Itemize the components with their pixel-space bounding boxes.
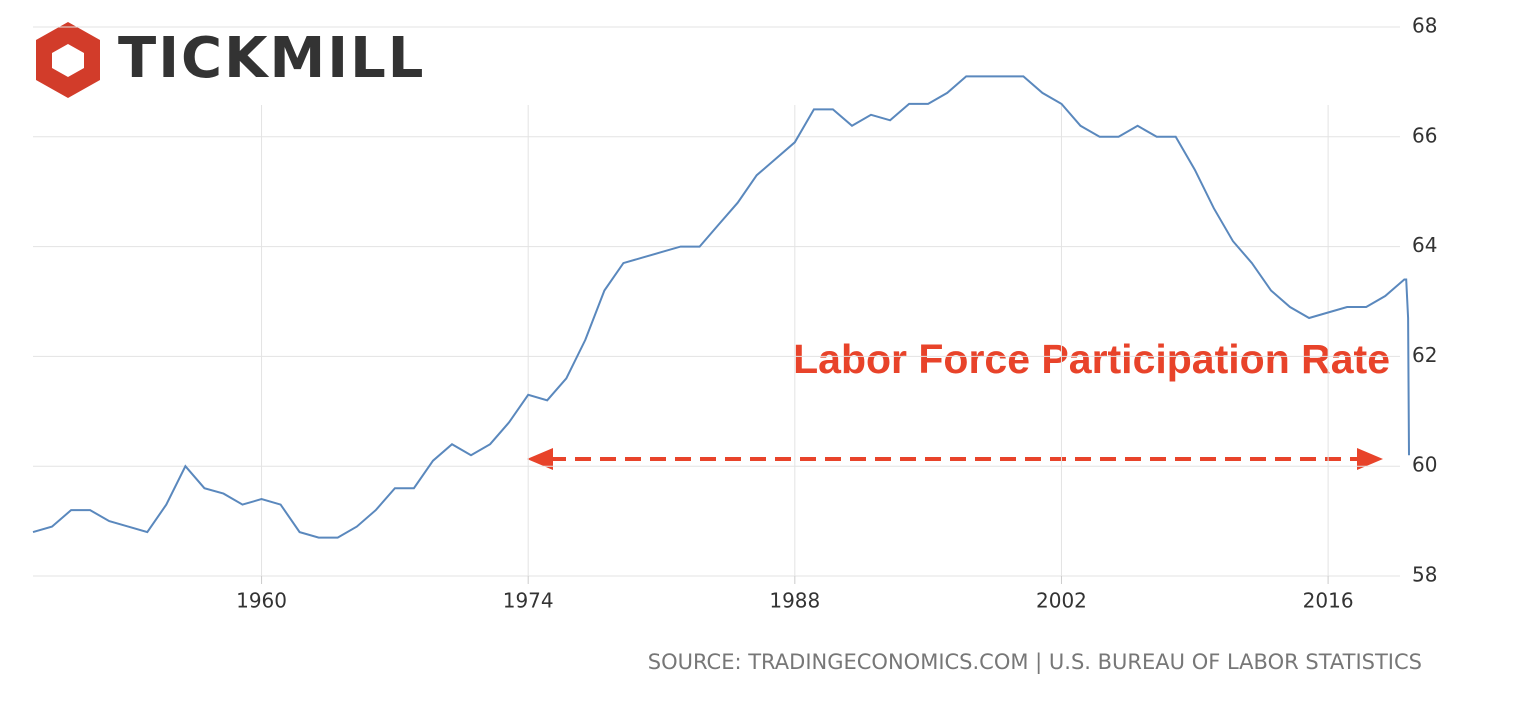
x-tick-label: 1988 — [769, 589, 820, 613]
y-tick-label: 64 — [1412, 233, 1437, 257]
annotation: Labor Force Participation Rate — [793, 336, 1390, 382]
x-tick-label: 2016 — [1303, 589, 1354, 613]
y-tick-label: 58 — [1412, 563, 1437, 587]
arrow — [527, 448, 1383, 470]
line-series — [32, 75, 1410, 539]
x-tick-label: 1974 — [503, 589, 554, 613]
x-tick-label: 1960 — [236, 589, 287, 613]
logo-mark-inner — [52, 44, 84, 77]
x-tick-label: 2002 — [1036, 589, 1087, 613]
logo-text: TICKMILL — [118, 26, 425, 91]
y-tick-label: 62 — [1412, 343, 1437, 367]
y-tick-label: 66 — [1412, 123, 1437, 147]
arrow-head — [527, 448, 553, 470]
logo: TICKMILL — [36, 22, 425, 98]
arrow-head — [1357, 448, 1383, 470]
y-tick-label: 68 — [1412, 14, 1437, 38]
y-tick-label: 60 — [1412, 453, 1437, 477]
source: SOURCE: TRADINGECONOMICS.COM | U.S. BURE… — [648, 650, 1422, 675]
